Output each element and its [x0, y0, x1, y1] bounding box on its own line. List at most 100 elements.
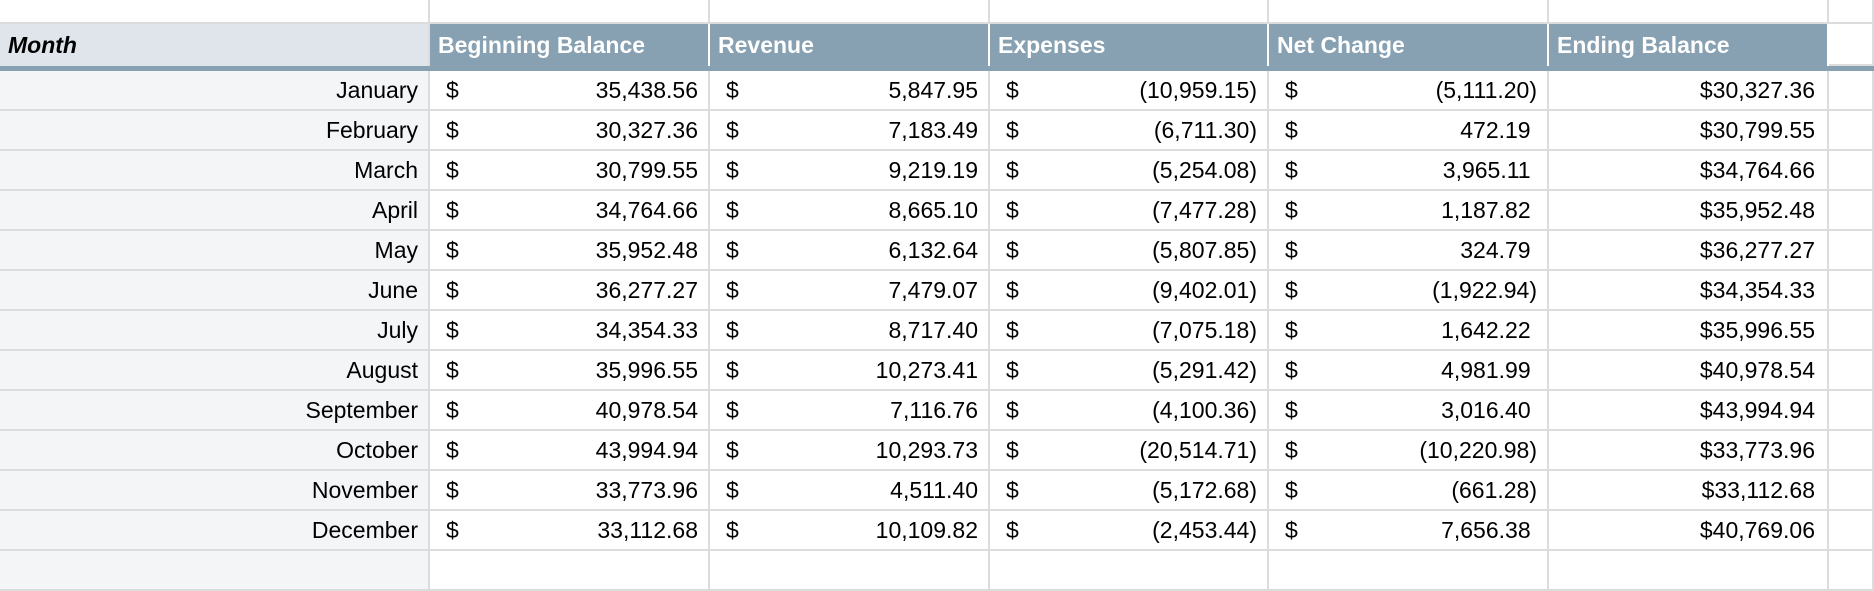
beginning-balance-cell[interactable]: $35,438.56: [430, 71, 710, 111]
month-cell[interactable]: November: [0, 471, 430, 511]
expenses-cell[interactable]: $ (5,807.85): [990, 231, 1269, 271]
cell[interactable]: [990, 0, 1269, 24]
beginning-balance-cell[interactable]: $30,799.55: [430, 151, 710, 191]
cell[interactable]: [1549, 551, 1829, 591]
revenue-cell[interactable]: $4,511.40: [710, 471, 990, 511]
revenue-cell[interactable]: $10,293.73: [710, 431, 990, 471]
expenses-cell[interactable]: $ (5,254.08): [990, 151, 1269, 191]
month-cell[interactable]: December: [0, 511, 430, 551]
month-cell[interactable]: April: [0, 191, 430, 231]
revenue-cell[interactable]: $6,132.64: [710, 231, 990, 271]
cell[interactable]: [0, 551, 430, 591]
expenses-cell[interactable]: $ (6,711.30): [990, 111, 1269, 151]
ending-balance-cell[interactable]: $35,952.48: [1549, 191, 1829, 231]
header-ending-balance[interactable]: Ending Balance: [1549, 24, 1829, 66]
cell[interactable]: [710, 0, 990, 24]
cell[interactable]: [1829, 24, 1874, 66]
expenses-cell[interactable]: $ (7,477.28): [990, 191, 1269, 231]
revenue-cell[interactable]: $10,109.82: [710, 511, 990, 551]
ending-balance-cell[interactable]: $30,327.36: [1549, 71, 1829, 111]
cell[interactable]: [1829, 71, 1874, 111]
net-change-cell[interactable]: $3,016.40: [1269, 391, 1549, 431]
ending-balance-cell[interactable]: $33,773.96: [1549, 431, 1829, 471]
revenue-cell[interactable]: $5,847.95: [710, 71, 990, 111]
net-change-cell[interactable]: $ (10,220.98): [1269, 431, 1549, 471]
expenses-cell[interactable]: $ (10,959.15): [990, 71, 1269, 111]
header-beginning-balance[interactable]: Beginning Balance: [430, 24, 710, 66]
month-cell[interactable]: February: [0, 111, 430, 151]
cell[interactable]: [1829, 431, 1874, 471]
beginning-balance-cell[interactable]: $35,952.48: [430, 231, 710, 271]
revenue-cell[interactable]: $10,273.41: [710, 351, 990, 391]
net-change-cell[interactable]: $1,642.22: [1269, 311, 1549, 351]
expenses-cell[interactable]: $ (2,453.44): [990, 511, 1269, 551]
beginning-balance-cell[interactable]: $34,354.33: [430, 311, 710, 351]
month-cell[interactable]: October: [0, 431, 430, 471]
ending-balance-cell[interactable]: $36,277.27: [1549, 231, 1829, 271]
cell[interactable]: [1829, 551, 1874, 591]
header-net-change[interactable]: Net Change: [1269, 24, 1549, 66]
expenses-cell[interactable]: $ (4,100.36): [990, 391, 1269, 431]
net-change-cell[interactable]: $ (5,111.20): [1269, 71, 1549, 111]
expenses-cell[interactable]: $ (7,075.18): [990, 311, 1269, 351]
net-change-cell[interactable]: $7,656.38: [1269, 511, 1549, 551]
beginning-balance-cell[interactable]: $40,978.54: [430, 391, 710, 431]
net-change-cell[interactable]: $324.79: [1269, 231, 1549, 271]
cell[interactable]: [430, 551, 710, 591]
revenue-cell[interactable]: $9,219.19: [710, 151, 990, 191]
cell[interactable]: [430, 0, 710, 24]
cell[interactable]: [1829, 0, 1874, 24]
cell[interactable]: [0, 0, 430, 24]
cell[interactable]: [1549, 0, 1829, 24]
month-cell[interactable]: September: [0, 391, 430, 431]
net-change-cell[interactable]: $3,965.11: [1269, 151, 1549, 191]
month-cell[interactable]: August: [0, 351, 430, 391]
beginning-balance-cell[interactable]: $33,773.96: [430, 471, 710, 511]
ending-balance-cell[interactable]: $40,769.06: [1549, 511, 1829, 551]
cell[interactable]: [1829, 271, 1874, 311]
net-change-cell[interactable]: $4,981.99: [1269, 351, 1549, 391]
net-change-cell[interactable]: $472.19: [1269, 111, 1549, 151]
cell[interactable]: [1829, 391, 1874, 431]
ending-balance-cell[interactable]: $43,994.94: [1549, 391, 1829, 431]
revenue-cell[interactable]: $7,479.07: [710, 271, 990, 311]
ending-balance-cell[interactable]: $40,978.54: [1549, 351, 1829, 391]
revenue-cell[interactable]: $7,183.49: [710, 111, 990, 151]
net-change-cell[interactable]: $1,187.82: [1269, 191, 1549, 231]
revenue-cell[interactable]: $7,116.76: [710, 391, 990, 431]
month-cell[interactable]: June: [0, 271, 430, 311]
beginning-balance-cell[interactable]: $43,994.94: [430, 431, 710, 471]
beginning-balance-cell[interactable]: $33,112.68: [430, 511, 710, 551]
beginning-balance-cell[interactable]: $30,327.36: [430, 111, 710, 151]
header-expenses[interactable]: Expenses: [990, 24, 1269, 66]
ending-balance-cell[interactable]: $34,354.33: [1549, 271, 1829, 311]
ending-balance-cell[interactable]: $30,799.55: [1549, 111, 1829, 151]
cell[interactable]: [1829, 311, 1874, 351]
month-cell[interactable]: July: [0, 311, 430, 351]
expenses-cell[interactable]: $ (20,514.71): [990, 431, 1269, 471]
month-cell[interactable]: May: [0, 231, 430, 271]
expenses-cell[interactable]: $ (5,172.68): [990, 471, 1269, 511]
beginning-balance-cell[interactable]: $36,277.27: [430, 271, 710, 311]
cell[interactable]: [1829, 191, 1874, 231]
expenses-cell[interactable]: $ (5,291.42): [990, 351, 1269, 391]
month-cell[interactable]: January: [0, 71, 430, 111]
cell[interactable]: [1829, 471, 1874, 511]
header-revenue[interactable]: Revenue: [710, 24, 990, 66]
cell[interactable]: [1269, 551, 1549, 591]
revenue-cell[interactable]: $8,665.10: [710, 191, 990, 231]
expenses-cell[interactable]: $ (9,402.01): [990, 271, 1269, 311]
cell[interactable]: [1829, 351, 1874, 391]
month-cell[interactable]: March: [0, 151, 430, 191]
net-change-cell[interactable]: $ (661.28): [1269, 471, 1549, 511]
beginning-balance-cell[interactable]: $35,996.55: [430, 351, 710, 391]
cell[interactable]: [1269, 0, 1549, 24]
header-month[interactable]: Month: [0, 24, 430, 66]
net-change-cell[interactable]: $ (1,922.94): [1269, 271, 1549, 311]
cell[interactable]: [990, 551, 1269, 591]
cell[interactable]: [1829, 151, 1874, 191]
cell[interactable]: [710, 551, 990, 591]
beginning-balance-cell[interactable]: $34,764.66: [430, 191, 710, 231]
cell[interactable]: [1829, 511, 1874, 551]
ending-balance-cell[interactable]: $35,996.55: [1549, 311, 1829, 351]
